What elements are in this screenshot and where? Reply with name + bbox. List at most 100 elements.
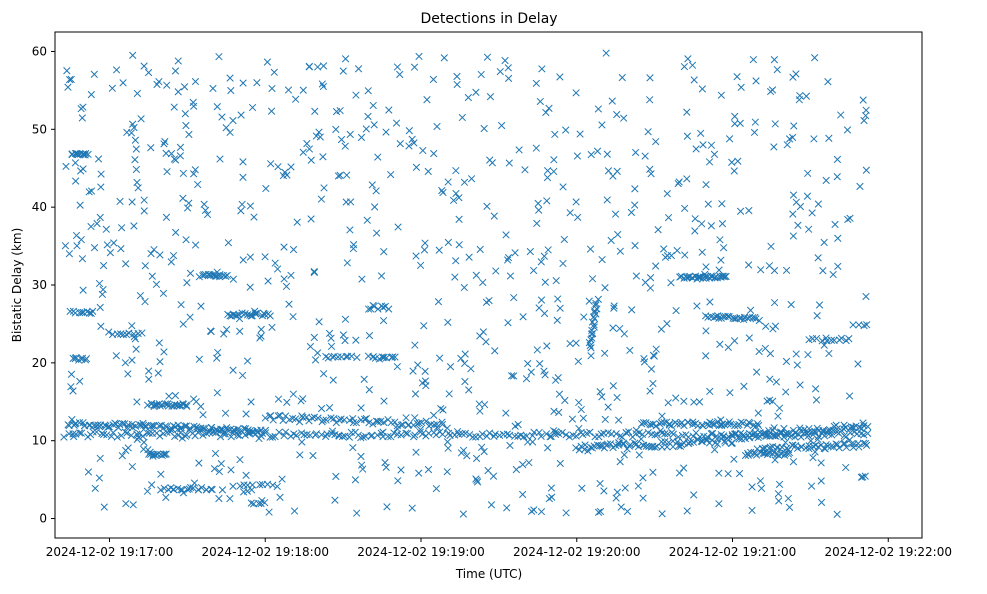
detection-point (435, 246, 443, 254)
detection-point (148, 481, 156, 489)
detection-point (511, 432, 519, 440)
detection-point (587, 150, 595, 159)
detection-point (176, 152, 184, 160)
detection-point (412, 448, 420, 456)
detection-point (308, 414, 316, 422)
detection-point (461, 350, 469, 358)
detection-point (663, 189, 671, 198)
detection-point (610, 302, 618, 310)
detection-point (568, 415, 577, 423)
detection-point (807, 437, 815, 445)
detection-point (603, 196, 611, 204)
detection-point (857, 473, 866, 481)
detection-point (132, 345, 140, 353)
detection-point (486, 93, 495, 101)
detection-point (842, 443, 851, 452)
detection-point (509, 372, 518, 380)
detection-point (620, 114, 628, 122)
detection-point (238, 371, 247, 380)
detection-point (529, 266, 538, 275)
detection-point (754, 421, 763, 430)
detection-point (103, 431, 111, 439)
detection-point (171, 391, 180, 400)
detection-point (754, 433, 762, 442)
detection-point (183, 431, 191, 439)
detection-point (795, 96, 803, 104)
detection-point (613, 488, 621, 496)
detection-point (549, 427, 558, 435)
detection-point (357, 452, 365, 461)
detection-point (802, 429, 811, 437)
detection-point (597, 430, 605, 438)
detection-point (556, 304, 564, 312)
detection-point (654, 226, 662, 234)
detection-point (132, 145, 140, 153)
detection-point (303, 139, 311, 148)
detection-point (444, 318, 452, 327)
detection-point (247, 312, 255, 320)
detection-point (716, 236, 724, 244)
detection-point (87, 222, 95, 231)
detection-point (246, 283, 254, 291)
detection-point (339, 331, 348, 339)
detection-point (170, 103, 178, 111)
detection-point (248, 312, 256, 320)
detection-point (317, 404, 326, 413)
detection-point (673, 420, 681, 428)
detection-point (698, 248, 706, 256)
detection-point (596, 507, 605, 516)
detection-points (60, 49, 872, 518)
detection-point (412, 252, 420, 260)
detection-point (341, 55, 350, 63)
detection-point (765, 262, 774, 270)
detection-point (858, 473, 867, 481)
detection-point (87, 187, 96, 195)
x-tick-label: 2024-12-02 19:18:00 (202, 545, 329, 559)
detection-point (90, 70, 98, 78)
detection-point (538, 65, 546, 73)
detection-point (255, 434, 263, 443)
detection-point (295, 418, 304, 426)
detection-point (167, 258, 175, 266)
detection-point (60, 433, 68, 441)
detection-point (573, 213, 582, 222)
detection-point (485, 296, 493, 305)
detection-point (644, 128, 652, 136)
detection-point (731, 421, 739, 430)
detection-point (352, 336, 360, 344)
detection-point (91, 484, 99, 493)
detection-point (680, 62, 689, 71)
detection-point (444, 238, 452, 247)
detection-point (805, 225, 813, 233)
detection-point (701, 270, 709, 279)
detection-point (543, 173, 552, 182)
detection-point (526, 247, 534, 256)
detection-point (771, 432, 779, 440)
detection-point (608, 97, 616, 105)
detection-point (405, 142, 413, 150)
detection-point (794, 221, 802, 229)
detection-point (159, 289, 168, 298)
detection-point (251, 307, 259, 315)
detection-point (764, 449, 772, 457)
detection-point (122, 260, 130, 268)
detection-point (762, 322, 770, 331)
detection-point (640, 419, 648, 427)
detection-point (752, 451, 761, 459)
detection-point (310, 333, 318, 342)
detection-point (156, 432, 164, 440)
detection-point (263, 58, 272, 66)
detection-point (766, 375, 774, 383)
detection-point (527, 368, 535, 376)
detection-point (695, 398, 704, 406)
detection-point (162, 213, 171, 221)
detection-point (594, 508, 603, 516)
detection-point (581, 441, 589, 449)
detection-point (724, 343, 732, 351)
detection-point (833, 173, 841, 181)
detection-point (113, 433, 121, 441)
detection-point (360, 375, 368, 383)
detection-point (213, 354, 221, 362)
detection-point (349, 244, 358, 253)
detection-point (683, 175, 691, 183)
